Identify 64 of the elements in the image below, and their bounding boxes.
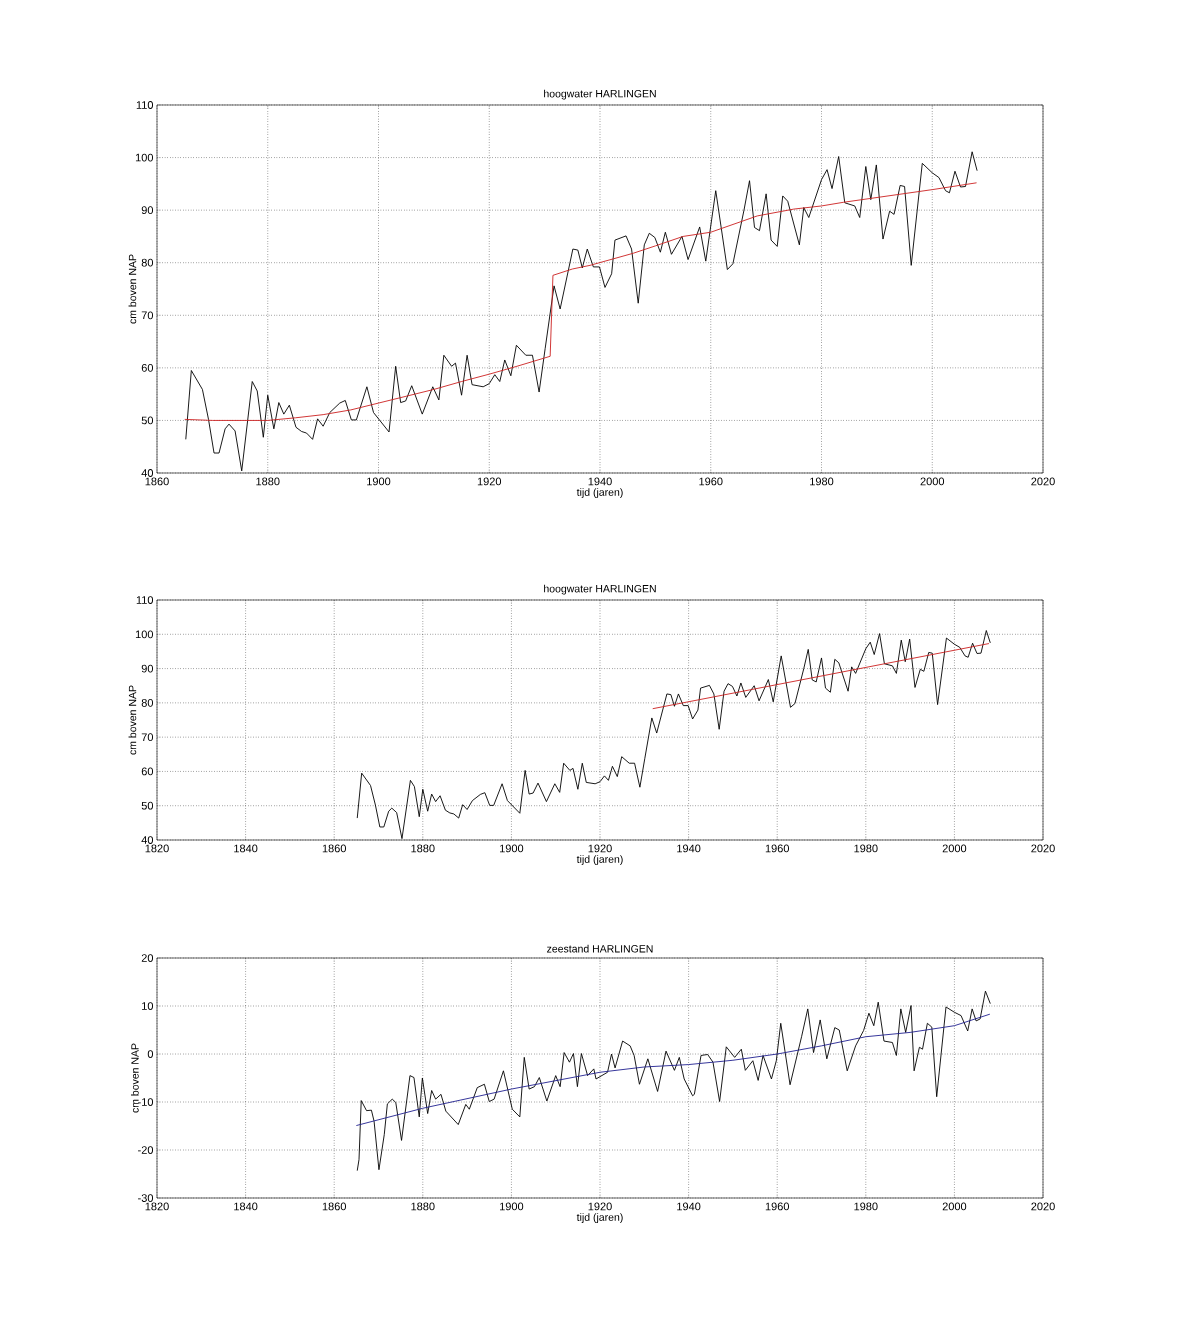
y-tick-label: 80 [141, 258, 154, 267]
y-tick-label: -20 [138, 1146, 154, 1154]
x-tick-label: 2020 [1031, 844, 1055, 853]
x-tick-label: 1820 [145, 844, 169, 853]
y-axis-title: cm boven NAP [128, 685, 137, 755]
y-tick-label: 90 [141, 206, 154, 215]
x-tick-label: 1980 [810, 477, 834, 486]
x-tick-label: 1880 [411, 1202, 435, 1211]
y-axis-title: cm boven NAP [130, 1043, 139, 1113]
x-tick-label: 1880 [256, 477, 280, 486]
x-axis-title: tijd (jaren) [576, 855, 623, 865]
y-tick-label: 60 [141, 363, 154, 372]
x-tick-label: 1900 [500, 1202, 524, 1211]
x-tick-label: 1880 [411, 844, 435, 853]
y-tick-label: 100 [135, 630, 154, 639]
x-tick-label: 1900 [500, 844, 524, 853]
x-tick-label: 1980 [854, 844, 878, 853]
y-tick-label: 50 [141, 801, 154, 810]
line-series [356, 990, 991, 1172]
x-axis-title: tijd (jaren) [576, 488, 623, 498]
y-tick-label: 10 [142, 1002, 154, 1010]
x-tick-label: 1960 [699, 477, 723, 486]
y-tick-label: 20 [141, 954, 154, 962]
x-tick-label: 1820 [145, 1202, 169, 1211]
x-tick-label: 1840 [234, 1202, 258, 1211]
x-tick-label: 1940 [677, 844, 701, 853]
y-tick-label: 70 [141, 311, 154, 320]
y-tick-label: 60 [141, 767, 154, 776]
x-tick-label: 1840 [234, 844, 258, 853]
x-tick-label: 1920 [588, 844, 612, 853]
x-tick-label: 1860 [145, 477, 169, 486]
x-axis-title: tijd (jaren) [576, 1213, 623, 1223]
x-tick-label: 1960 [765, 1202, 789, 1211]
y-axis-title: cm boven NAP [128, 254, 137, 324]
y-tick-label: 70 [141, 733, 154, 742]
y-tick-label: -30 [138, 1194, 154, 1202]
y-tick-label: 0 [147, 1050, 154, 1058]
x-tick-label: 2000 [920, 477, 945, 486]
y-tick-label: 80 [141, 698, 154, 707]
x-tick-label: 1920 [477, 477, 502, 486]
y-tick-label: 110 [136, 596, 154, 604]
x-tick-label: 2020 [1031, 1202, 1055, 1211]
y-tick-label: 90 [141, 664, 154, 673]
y-tick-label: 40 [141, 836, 154, 844]
x-tick-label: 1940 [588, 477, 612, 486]
chart-title: hoogwater HARLINGEN [544, 584, 656, 595]
y-tick-label: 110 [136, 101, 154, 109]
x-tick-label: 2000 [942, 1202, 967, 1211]
x-tick-label: 1860 [322, 844, 346, 853]
x-tick-label: 1960 [765, 844, 789, 853]
x-tick-label: 1860 [322, 1202, 346, 1211]
x-tick-label: 1900 [367, 477, 391, 486]
chart-title: zeestand HARLINGEN [547, 944, 653, 953]
y-tick-label: 100 [135, 153, 154, 162]
x-tick-label: 2000 [942, 844, 967, 853]
x-tick-label: 1980 [854, 1202, 878, 1211]
x-tick-label: 2020 [1031, 477, 1055, 486]
x-tick-label: 1940 [677, 1202, 701, 1211]
line-series [355, 1013, 991, 1126]
y-tick-label: -10 [138, 1098, 154, 1106]
chart-title: hoogwater HARLINGEN [544, 89, 656, 100]
x-tick-label: 1920 [588, 1202, 612, 1211]
y-tick-label: 40 [141, 469, 154, 477]
y-tick-label: 50 [141, 416, 154, 425]
